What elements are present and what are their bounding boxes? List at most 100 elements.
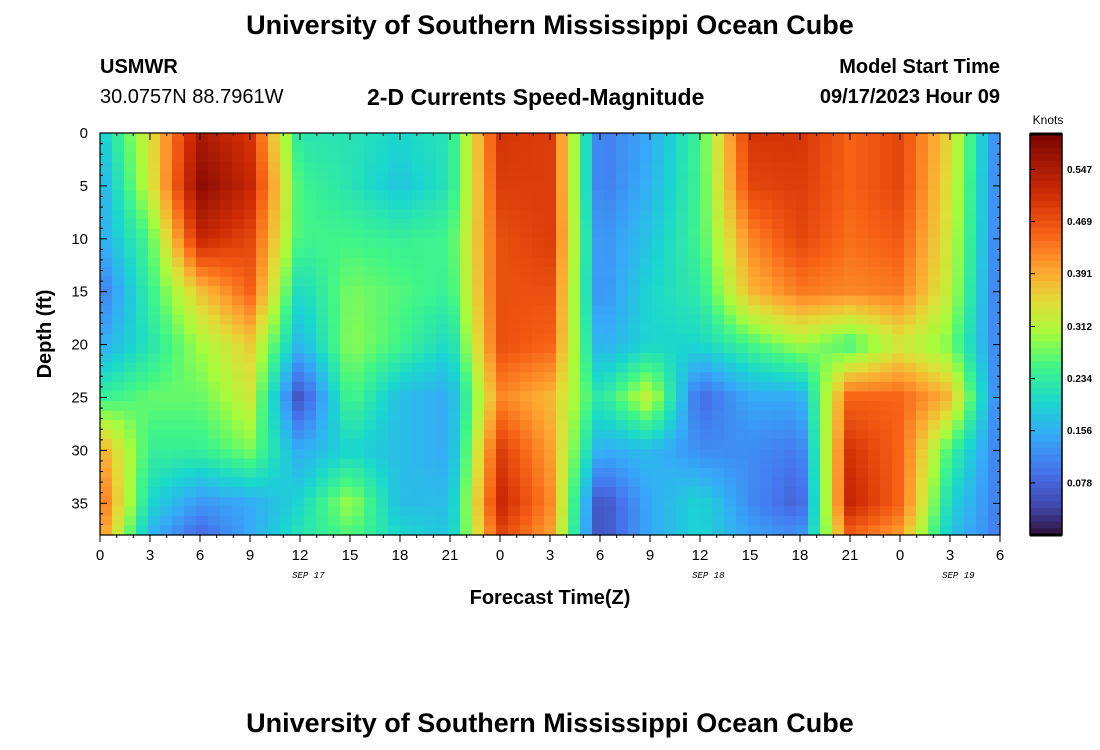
heatmap-cell	[748, 353, 761, 364]
heatmap-cell	[736, 343, 749, 354]
heatmap-cell	[148, 276, 161, 287]
heatmap-cell	[880, 276, 893, 287]
heatmap-cell	[196, 525, 209, 536]
x-tick-label: 18	[792, 547, 809, 564]
heatmap-cell	[748, 314, 761, 326]
heatmap-cell	[952, 372, 965, 383]
heatmap-cell	[496, 477, 509, 488]
heatmap-cell	[412, 247, 425, 259]
heatmap-cell	[604, 314, 617, 326]
heatmap-cell	[592, 295, 605, 306]
heatmap-cell	[364, 180, 377, 192]
heatmap-cell	[988, 209, 1001, 220]
heatmap-cell	[628, 515, 641, 527]
heatmap-cell	[244, 353, 257, 364]
heatmap-cell	[520, 506, 533, 517]
heatmap-cell	[352, 506, 365, 517]
heatmap-cell	[760, 161, 773, 172]
heatmap-cell	[340, 200, 353, 211]
heatmap-cell	[820, 410, 833, 421]
heatmap-cell	[664, 525, 677, 536]
model-start-value: 09/17/2023 Hour 09	[819, 86, 1000, 108]
heatmap-cell	[436, 448, 449, 460]
heatmap-cell	[508, 209, 521, 220]
heatmap-cell	[304, 391, 317, 402]
heatmap-cell	[160, 257, 173, 268]
heatmap-cell	[688, 219, 701, 230]
heatmap-cell	[616, 276, 629, 287]
heatmap-cell	[724, 381, 737, 393]
heatmap-cell	[736, 420, 749, 431]
heatmap-cell	[412, 410, 425, 421]
heatmap-cell	[724, 515, 737, 527]
heatmap-cell	[508, 381, 521, 393]
heatmap-cell	[604, 420, 617, 431]
heatmap-cell	[256, 286, 269, 297]
heatmap-cell	[652, 190, 665, 201]
heatmap-cell	[280, 276, 293, 287]
heatmap-cell	[676, 238, 689, 249]
heatmap-cell	[988, 171, 1001, 182]
heatmap-cell	[484, 161, 497, 172]
heatmap-cell	[724, 228, 737, 239]
heatmap-cell	[952, 410, 965, 421]
colorbar-band	[1030, 187, 1062, 195]
heatmap-cell	[784, 209, 797, 220]
heatmap-cell	[340, 219, 353, 230]
heatmap-cell	[256, 190, 269, 201]
heatmap-cell	[796, 506, 809, 517]
heatmap-cell	[268, 142, 281, 153]
heatmap-cell	[436, 314, 449, 326]
heatmap-cell	[880, 161, 893, 172]
heatmap-cell	[700, 295, 713, 306]
heatmap-cell	[520, 286, 533, 297]
heatmap-cell	[544, 295, 557, 306]
heatmap-cell	[664, 487, 677, 498]
footer-title: University of Southern Mississippi Ocean…	[246, 708, 854, 738]
heatmap-cell	[532, 200, 545, 211]
heatmap-cell	[712, 343, 725, 354]
heatmap-cell	[808, 257, 821, 268]
heatmap-cell	[904, 257, 917, 268]
heatmap-cell	[928, 161, 941, 172]
heatmap-cell	[592, 276, 605, 287]
heatmap-cell	[160, 209, 173, 220]
heatmap-cell	[400, 219, 413, 230]
heatmap-cell	[184, 295, 197, 306]
heatmap-cell	[220, 334, 233, 345]
heatmap-cell	[484, 334, 497, 345]
heatmap-cell	[736, 142, 749, 153]
heatmap-cell	[136, 314, 149, 326]
heatmap-cell	[856, 305, 869, 316]
heatmap-cell	[652, 401, 665, 412]
heatmap-cell	[532, 161, 545, 172]
heatmap-cell	[388, 525, 401, 536]
heatmap-cell	[808, 238, 821, 249]
heatmap-cell	[748, 487, 761, 498]
heatmap-cell	[520, 152, 533, 163]
heatmap-cell	[280, 286, 293, 297]
heatmap-cell	[760, 477, 773, 488]
heatmap-cell	[364, 487, 377, 498]
heatmap-cell	[916, 238, 929, 249]
heatmap-cell	[568, 468, 581, 479]
heatmap-cell	[100, 171, 113, 182]
heatmap-cell	[652, 362, 665, 373]
heatmap-cell	[436, 477, 449, 488]
heatmap-cell	[232, 458, 245, 469]
heatmap-cell	[904, 487, 917, 498]
heatmap-cell	[388, 267, 401, 278]
heatmap-cell	[148, 190, 161, 201]
heatmap-cell	[796, 420, 809, 431]
heatmap-cell	[880, 391, 893, 402]
heatmap-cell	[580, 295, 593, 306]
heatmap-cell	[724, 247, 737, 259]
heatmap-cell	[700, 314, 713, 326]
heatmap-cell	[508, 487, 521, 498]
heatmap-cell	[760, 171, 773, 182]
heatmap-cell	[328, 362, 341, 373]
heatmap-cell	[484, 372, 497, 383]
heatmap-cell	[436, 238, 449, 249]
heatmap-cell	[820, 161, 833, 172]
heatmap-cell	[796, 209, 809, 220]
